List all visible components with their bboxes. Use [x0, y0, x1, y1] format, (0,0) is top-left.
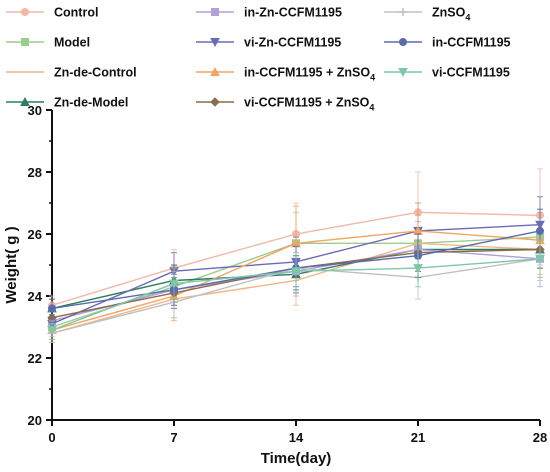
x-tick-label: 7 [170, 430, 177, 445]
legend-item: in-Zn-CCFM1195 [196, 6, 342, 20]
legend-label: in-CCFM1195 [432, 36, 511, 50]
legend-marker [399, 8, 407, 16]
legend-item: Control [6, 6, 98, 20]
legend-marker [399, 38, 407, 46]
legend-marker [210, 66, 220, 76]
legend-marker [21, 38, 29, 46]
legend-item: in-CCFM1195 + ZnSO4 [196, 66, 375, 83]
x-tick-label: 21 [411, 430, 425, 445]
legend-item: Zn-de-Model [6, 96, 128, 110]
x-tick-label: 14 [289, 430, 304, 445]
ticks: 0 7 14 21 28 20 22 24 26 28 30 [28, 103, 548, 445]
legend-label: vi-Zn-CCFM1195 [244, 36, 341, 50]
data-point [169, 279, 179, 289]
data-point [47, 326, 57, 336]
legend-item: Model [6, 36, 90, 50]
legend: Control in-Zn-CCFM1195 ZnSO4 Model vi-Zn-CCF… [6, 6, 511, 113]
legend-item: vi-CCFM1195 + ZnSO4 [196, 96, 374, 113]
series-vi-CCFM1195 [47, 239, 545, 340]
legend-marker [211, 8, 219, 16]
y-tick-label: 26 [28, 227, 42, 242]
y-tick-label: 22 [28, 351, 42, 366]
legend-marker [21, 8, 29, 16]
data-point [535, 254, 545, 264]
x-axis-title: Time(day) [261, 450, 332, 467]
legend-marker [210, 97, 220, 107]
legend-item: Zn-de-Control [6, 66, 137, 80]
legend-marker [210, 38, 220, 48]
legend-label: vi-CCFM1195 + ZnSO4 [244, 96, 374, 113]
legend-item: ZnSO4 [384, 6, 470, 23]
legend-marker [398, 68, 408, 78]
data-point [413, 264, 423, 274]
legend-item: vi-Zn-CCFM1195 [196, 36, 341, 50]
legend-label: in-Zn-CCFM1195 [244, 6, 342, 20]
legend-label: Control [54, 6, 98, 20]
data-point [536, 226, 544, 235]
data-point [291, 267, 301, 277]
x-tick-label: 28 [533, 430, 547, 445]
y-tick-label: 20 [28, 413, 42, 428]
x-tick-label: 0 [48, 430, 55, 445]
legend-label: Zn-de-Control [54, 66, 137, 80]
y-tick-label: 24 [28, 289, 43, 304]
legend-label: Zn-de-Model [54, 96, 128, 110]
plot-area [47, 168, 545, 343]
y-tick-label: 28 [28, 165, 42, 180]
y-axis-title: Weight( g ) [3, 226, 20, 303]
legend-marker [20, 96, 30, 106]
data-point [48, 304, 56, 313]
legend-label: ZnSO4 [432, 6, 470, 23]
y-tick-label: 30 [28, 103, 42, 118]
legend-label: in-CCFM1195 + ZnSO4 [244, 66, 375, 83]
legend-label: Model [54, 36, 90, 50]
legend-item: vi-CCFM1195 [384, 66, 510, 80]
legend-label: vi-CCFM1195 [432, 66, 510, 80]
legend-item: in-CCFM1195 [384, 36, 511, 50]
